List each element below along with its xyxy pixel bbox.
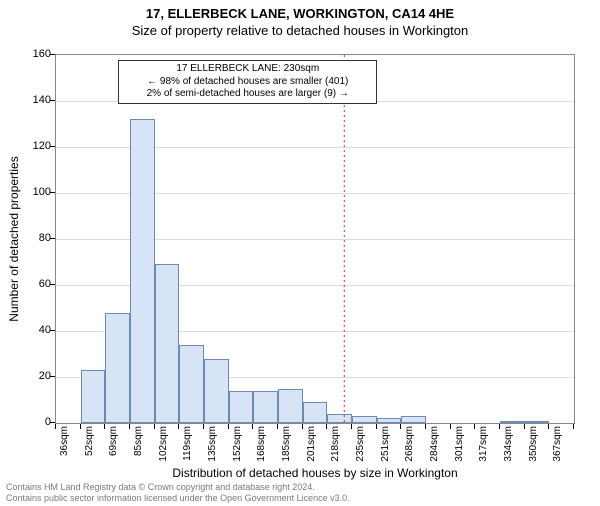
- y-tick-label: 80: [11, 232, 51, 244]
- x-tick-label: 102sqm: [158, 426, 169, 462]
- x-tick-label: 36sqm: [59, 426, 70, 456]
- x-tick-label: 268sqm: [404, 426, 415, 462]
- x-tick-label: 218sqm: [330, 426, 341, 462]
- reference-line-layer: [56, 55, 574, 423]
- x-tick-label: 367sqm: [552, 426, 563, 462]
- footer-attribution: Contains HM Land Registry data © Crown c…: [6, 482, 350, 504]
- x-tick-mark: [154, 424, 155, 429]
- y-tick-mark: [50, 238, 55, 239]
- x-tick-mark: [252, 424, 253, 429]
- y-tick-label: 140: [11, 94, 51, 106]
- plot-area: [55, 54, 575, 424]
- x-tick-mark: [474, 424, 475, 429]
- x-tick-mark: [524, 424, 525, 429]
- annotation-box: 17 ELLERBECK LANE: 230sqm ← 98% of detac…: [118, 60, 377, 104]
- x-tick-mark: [55, 424, 56, 429]
- y-tick-label: 60: [11, 278, 51, 290]
- x-tick-label: 317sqm: [478, 426, 489, 462]
- annotation-line-1: 17 ELLERBECK LANE: 230sqm: [125, 63, 370, 76]
- y-tick-label: 120: [11, 140, 51, 152]
- x-tick-mark: [450, 424, 451, 429]
- x-tick-mark: [228, 424, 229, 429]
- x-tick-label: 52sqm: [84, 426, 95, 456]
- annotation-line-3: 2% of semi-detached houses are larger (9…: [125, 88, 370, 101]
- chart-title-address: 17, ELLERBECK LANE, WORKINGTON, CA14 4HE: [0, 6, 600, 21]
- y-tick-mark: [50, 54, 55, 55]
- x-tick-mark: [277, 424, 278, 429]
- x-tick-label: 135sqm: [207, 426, 218, 462]
- x-tick-mark: [178, 424, 179, 429]
- y-tick-mark: [50, 330, 55, 331]
- x-tick-label: 69sqm: [108, 426, 119, 456]
- x-tick-mark: [425, 424, 426, 429]
- annotation-line-2: ← 98% of detached houses are smaller (40…: [125, 76, 370, 89]
- x-tick-mark: [400, 424, 401, 429]
- chart-container: 17, ELLERBECK LANE, WORKINGTON, CA14 4HE…: [0, 6, 600, 506]
- y-tick-label: 100: [11, 186, 51, 198]
- x-tick-label: 152sqm: [232, 426, 243, 462]
- x-tick-mark: [302, 424, 303, 429]
- chart-subtitle: Size of property relative to detached ho…: [0, 23, 600, 38]
- x-tick-mark: [326, 424, 327, 429]
- x-tick-label: 235sqm: [355, 426, 366, 462]
- x-tick-label: 119sqm: [182, 426, 193, 461]
- y-tick-mark: [50, 284, 55, 285]
- x-tick-label: 251sqm: [380, 426, 391, 462]
- x-tick-mark: [129, 424, 130, 429]
- y-tick-label: 20: [11, 370, 51, 382]
- x-tick-label: 350sqm: [528, 426, 539, 462]
- y-tick-mark: [50, 146, 55, 147]
- footer-line-2: Contains public sector information licen…: [6, 493, 350, 504]
- y-tick-mark: [50, 422, 55, 423]
- x-tick-mark: [104, 424, 105, 429]
- x-tick-label: 168sqm: [256, 426, 267, 462]
- x-tick-mark: [80, 424, 81, 429]
- footer-line-1: Contains HM Land Registry data © Crown c…: [6, 482, 350, 493]
- y-tick-mark: [50, 100, 55, 101]
- x-tick-label: 85sqm: [133, 426, 144, 456]
- y-tick-label: 0: [11, 416, 51, 428]
- x-tick-mark: [351, 424, 352, 429]
- y-tick-label: 40: [11, 324, 51, 336]
- y-tick-label: 160: [11, 48, 51, 60]
- x-tick-label: 201sqm: [306, 426, 317, 462]
- x-tick-mark: [573, 424, 574, 429]
- x-tick-mark: [203, 424, 204, 429]
- y-tick-mark: [50, 376, 55, 377]
- x-tick-label: 301sqm: [454, 426, 465, 462]
- x-tick-mark: [499, 424, 500, 429]
- x-tick-label: 185sqm: [281, 426, 292, 462]
- x-tick-label: 334sqm: [503, 426, 514, 462]
- x-axis-label: Distribution of detached houses by size …: [55, 466, 575, 480]
- x-tick-mark: [548, 424, 549, 429]
- x-tick-mark: [376, 424, 377, 429]
- x-tick-label: 284sqm: [429, 426, 440, 462]
- y-tick-mark: [50, 192, 55, 193]
